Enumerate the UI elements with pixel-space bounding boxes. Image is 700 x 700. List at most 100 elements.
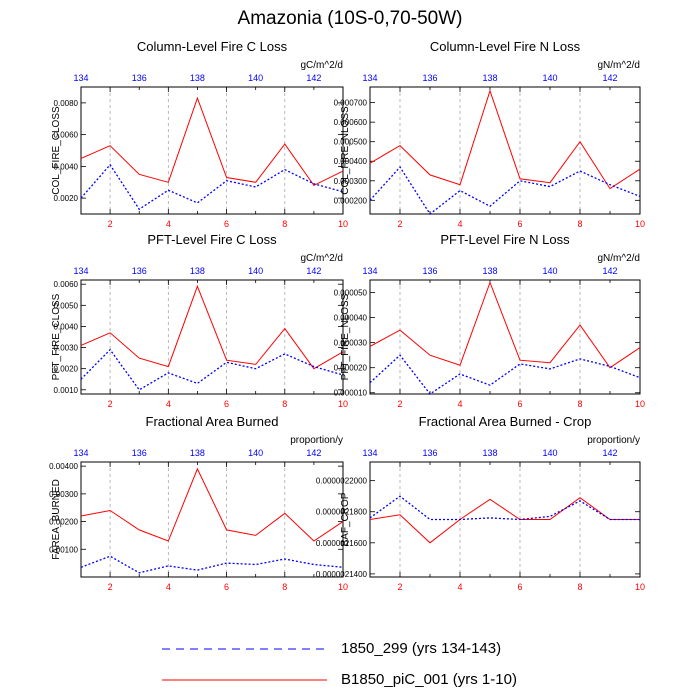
panel-title: Fractional Area Burned - Crop bbox=[419, 414, 592, 429]
series-line-b1850-pic-001 bbox=[80, 284, 344, 370]
x-tick-label-top: 142 bbox=[602, 73, 617, 83]
y-tick-label: 0.000400 bbox=[334, 157, 368, 166]
x-tick-label-bottom: 6 bbox=[517, 219, 522, 229]
plot-frame bbox=[369, 461, 641, 578]
x-tick-label-bottom: 8 bbox=[282, 582, 287, 592]
x-tick-label-top: 138 bbox=[482, 266, 497, 276]
x-tick-label-bottom: 8 bbox=[577, 582, 582, 592]
x-tick-label-top: 142 bbox=[306, 266, 321, 276]
x-tick-label-top: 134 bbox=[73, 73, 88, 83]
y-tick-label: 0.0040 bbox=[54, 162, 79, 171]
x-tick-label-bottom: 10 bbox=[338, 399, 348, 409]
units-label: proportion/y bbox=[587, 435, 640, 446]
legend-label-1850-299: 1850_299 (yrs 134-143) bbox=[341, 640, 502, 657]
y-tick-label: 0.0010 bbox=[54, 386, 79, 395]
legend-label-b1850-pic-001: B1850_piC_001 (yrs 1-10) bbox=[341, 671, 517, 688]
x-tick-label-bottom: 10 bbox=[338, 582, 348, 592]
x-tick-label-bottom: 4 bbox=[166, 219, 171, 229]
y-axis-label: PFT_FIRE_NLOSS bbox=[340, 293, 351, 380]
y-axis-label: PFT_FIRE_CLOSS bbox=[51, 293, 62, 380]
series-line-b1850-pic-001 bbox=[369, 497, 640, 544]
panel-title: Column-Level Fire N Loss bbox=[430, 39, 581, 54]
x-tick-label-bottom: 2 bbox=[397, 219, 402, 229]
panel-title: Fractional Area Burned bbox=[146, 414, 279, 429]
y-tick-label: 0.00400 bbox=[49, 462, 78, 471]
x-tick-label-bottom: 10 bbox=[635, 399, 645, 409]
x-tick-label-top: 134 bbox=[362, 266, 377, 276]
x-tick-label-bottom: 6 bbox=[224, 219, 229, 229]
units-label: gC/m^2/d bbox=[301, 60, 344, 71]
x-tick-label-top: 138 bbox=[190, 73, 205, 83]
x-tick-label-top: 138 bbox=[190, 448, 205, 458]
x-tick-label-bottom: 4 bbox=[457, 582, 462, 592]
x-tick-label-bottom: 6 bbox=[517, 399, 522, 409]
y-tick-label: 0.000300 bbox=[334, 177, 368, 186]
x-tick-label-bottom: 2 bbox=[108, 219, 113, 229]
y-tick-label: 0.000030 bbox=[334, 339, 368, 348]
x-tick-label-bottom: 8 bbox=[577, 219, 582, 229]
x-tick-label-top: 138 bbox=[482, 73, 497, 83]
x-tick-label-bottom: 2 bbox=[397, 582, 402, 592]
y-tick-label: 0.000050 bbox=[334, 289, 368, 298]
plot-frame bbox=[80, 86, 344, 215]
y-tick-label: 0.0000022000 bbox=[316, 477, 368, 486]
y-axis-label: BAF_CROP bbox=[340, 492, 351, 546]
series-line-1850-299 bbox=[80, 555, 344, 574]
series-line-b1850-pic-001 bbox=[369, 281, 641, 369]
panel-6: Fractional Area Burned - Crop proportion/… bbox=[316, 414, 645, 592]
x-tick-label-top: 136 bbox=[422, 266, 437, 276]
y-tick-label: 0.0020 bbox=[54, 365, 79, 374]
x-tick-label-bottom: 8 bbox=[282, 399, 287, 409]
plot-frame bbox=[80, 461, 344, 578]
y-tick-label: 0.0080 bbox=[54, 99, 79, 108]
y-tick-label: 0.0030 bbox=[54, 344, 79, 353]
series-line-1850-299 bbox=[369, 166, 641, 215]
plot-frame bbox=[369, 279, 641, 395]
y-tick-label: 0.000600 bbox=[334, 118, 368, 127]
y-axis-label: COL_FIRE_CLOSS bbox=[51, 106, 62, 195]
series-line-1850-299 bbox=[80, 163, 344, 211]
plot-frame bbox=[369, 86, 641, 215]
x-tick-label-top: 140 bbox=[248, 448, 263, 458]
panel-1: Column-Level Fire C Loss gC/m^2/d COL_FIRE… bbox=[51, 39, 348, 229]
y-axis-label: COL_FIRE_NLOSS bbox=[340, 106, 351, 195]
units-label: proportion/y bbox=[290, 435, 343, 446]
panel-5: Fractional Area Burned proportion/y FAREA_… bbox=[49, 414, 348, 592]
x-tick-label-top: 136 bbox=[132, 266, 147, 276]
x-tick-label-bottom: 2 bbox=[397, 399, 402, 409]
panel-title: Column-Level Fire C Loss bbox=[137, 39, 288, 54]
units-label: gN/m^2/d bbox=[598, 253, 641, 264]
x-tick-label-bottom: 6 bbox=[517, 582, 522, 592]
x-tick-label-bottom: 4 bbox=[166, 399, 171, 409]
x-tick-label-top: 140 bbox=[248, 266, 263, 276]
panel-4: PFT-Level Fire N Loss gN/m^2/d PFT_FIRE_NL… bbox=[334, 232, 645, 409]
x-tick-label-top: 140 bbox=[248, 73, 263, 83]
x-tick-label-bottom: 10 bbox=[635, 219, 645, 229]
main-title: Amazonia (10S-0,70-50W) bbox=[237, 8, 463, 29]
y-tick-label: 0.00300 bbox=[49, 490, 78, 499]
y-tick-label: 0.0040 bbox=[54, 322, 79, 331]
y-axis-label: FAREA_BURNED bbox=[51, 479, 62, 560]
x-tick-label-top: 142 bbox=[306, 73, 321, 83]
x-tick-label-top: 136 bbox=[422, 73, 437, 83]
x-tick-label-top: 136 bbox=[422, 448, 437, 458]
series-line-1850-299 bbox=[80, 348, 344, 391]
x-tick-label-bottom: 2 bbox=[108, 399, 113, 409]
panel-3: PFT-Level Fire C Loss gC/m^2/d PFT_FIRE_CL… bbox=[51, 232, 348, 409]
y-tick-label: 0.0000021600 bbox=[316, 539, 368, 548]
y-tick-label: 0.000200 bbox=[334, 196, 368, 205]
y-tick-label: 0.0000021800 bbox=[316, 508, 368, 517]
x-tick-label-top: 142 bbox=[602, 266, 617, 276]
x-tick-label-bottom: 4 bbox=[457, 399, 462, 409]
x-tick-label-bottom: 4 bbox=[457, 219, 462, 229]
x-tick-label-bottom: 8 bbox=[282, 219, 287, 229]
x-tick-label-bottom: 10 bbox=[635, 582, 645, 592]
y-tick-label: 0.0000021400 bbox=[316, 570, 368, 579]
y-tick-label: 0.000020 bbox=[334, 364, 368, 373]
x-tick-label-top: 140 bbox=[542, 73, 557, 83]
panel-2: Column-Level Fire N Loss gN/m^2/d COL_FIRE… bbox=[334, 39, 645, 229]
x-tick-label-bottom: 4 bbox=[166, 582, 171, 592]
series-line-b1850-pic-001 bbox=[80, 96, 344, 187]
